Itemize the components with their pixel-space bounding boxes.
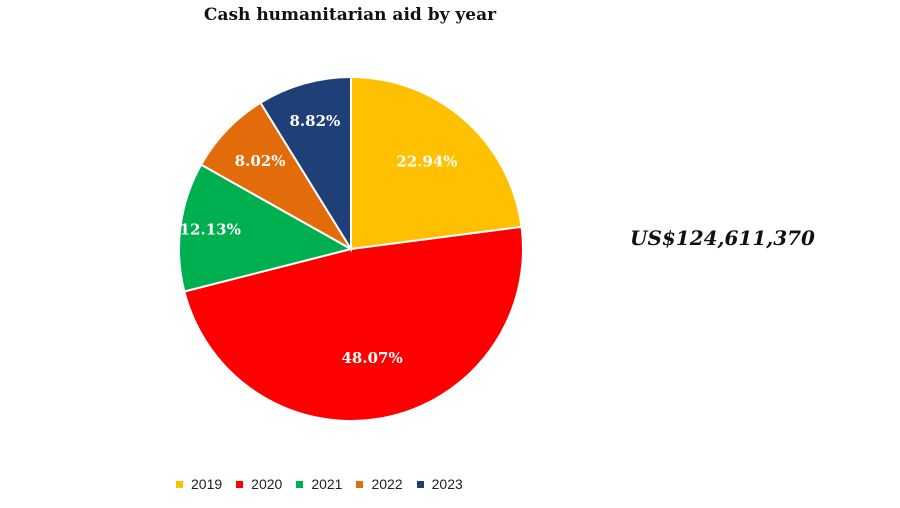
legend-label-2021: 2021	[311, 476, 343, 492]
legend-swatch-2022	[356, 480, 364, 488]
legend-item-2019: 2019	[176, 476, 222, 492]
legend-label-2023: 2023	[431, 476, 463, 492]
legend-item-2022: 2022	[356, 476, 403, 492]
legend-item-2021: 2021	[296, 476, 342, 492]
legend-label-2022: 2022	[371, 476, 403, 492]
pie-slice-2019	[350, 75, 523, 251]
legend-swatch-2020	[236, 480, 244, 488]
legend-swatch-2019	[176, 480, 183, 488]
slice-label-2019: 22.94%	[396, 153, 457, 171]
legend-label-2019: 2019	[191, 476, 223, 492]
pie-slice-2021	[178, 163, 354, 293]
slice-label-2020: 48.07%	[341, 349, 402, 367]
pie-slice-2023	[259, 75, 352, 253]
slice-label-2021: 12.13%	[180, 220, 241, 238]
chart-title: Cash humanitarian aid by year	[203, 5, 497, 25]
legend-swatch-2021	[296, 480, 304, 488]
legend-label-2020: 2020	[251, 476, 283, 492]
pie-slice-2020	[183, 225, 524, 423]
slice-label-2023: 8.82%	[289, 112, 340, 130]
chart-legend: 2019 2020 2021 2022 2023	[176, 476, 463, 492]
total-amount-annotation: US$124,611,370	[630, 226, 815, 250]
slice-label-2022: 8.02%	[235, 152, 286, 170]
legend-swatch-2023	[416, 480, 424, 488]
legend-item-2023: 2023	[416, 476, 463, 492]
legend-item-2020: 2020	[236, 476, 282, 492]
